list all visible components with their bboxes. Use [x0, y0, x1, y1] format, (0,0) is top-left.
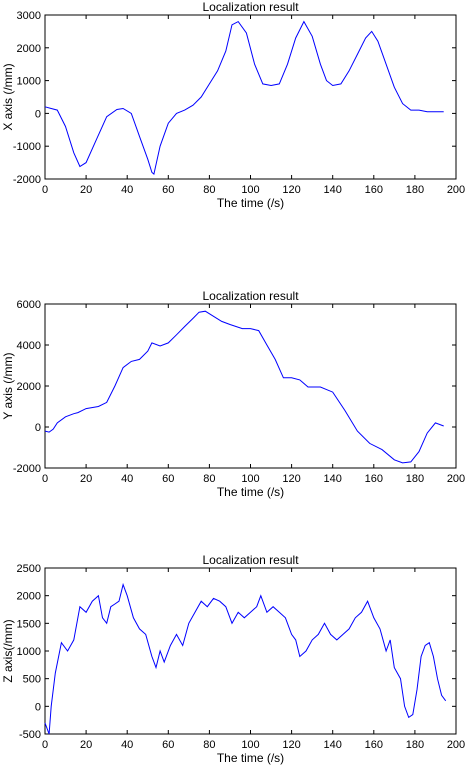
x-tick-label: 40 [121, 184, 133, 196]
y-tick-label: 0 [35, 422, 41, 434]
y-tick-label: -2000 [13, 463, 41, 475]
plot-frame-0 [44, 14, 457, 180]
x-tick-label: 20 [80, 184, 92, 196]
y-tick-label: 1500 [17, 618, 41, 630]
series-line-1-0 [44, 310, 444, 464]
y-tick-label: -500 [19, 729, 41, 741]
x-tick-label: 160 [365, 473, 383, 485]
y-axis-label: X axis (/mm) [1, 63, 15, 130]
series-line-2-0 [44, 582, 447, 735]
x-tick-label: 60 [162, 473, 174, 485]
x-tick-label: 140 [324, 473, 342, 485]
x-tick-label: 180 [406, 473, 424, 485]
y-axis-label: Z axis(/mm) [1, 619, 15, 682]
x-tick-label: 0 [42, 739, 48, 751]
x-tick-label: 200 [447, 739, 465, 751]
y-tick-label: 4000 [17, 340, 41, 352]
y-tick-label: 0 [35, 701, 41, 713]
y-tick-label: 1000 [17, 76, 41, 88]
y-tick-label: 1000 [17, 646, 41, 658]
y-tick-label: -2000 [13, 174, 41, 186]
x-tick-label: 60 [162, 739, 174, 751]
y-tick-label: 0 [35, 108, 41, 120]
x-tick-label: 200 [447, 184, 465, 196]
x-tick-label: 60 [162, 184, 174, 196]
y-tick-label: 3000 [17, 10, 41, 22]
x-tick-label: 180 [406, 739, 424, 751]
series-line-0-0 [44, 20, 444, 176]
chart-title: Localization result [202, 553, 299, 567]
x-tick-label: 80 [203, 473, 215, 485]
x-tick-label: 200 [447, 473, 465, 485]
y-tick-label: 2500 [17, 563, 41, 575]
plot-frame-2 [44, 567, 457, 735]
x-axis-label: The time (/s) [217, 751, 284, 765]
x-tick-label: 40 [121, 473, 133, 485]
x-tick-label: 160 [365, 739, 383, 751]
y-tick-label: 6000 [17, 299, 41, 311]
x-tick-label: 120 [282, 739, 300, 751]
x-axis-label: The time (/s) [217, 485, 284, 499]
x-tick-label: 0 [42, 473, 48, 485]
x-tick-label: 80 [203, 739, 215, 751]
x-tick-label: 120 [282, 473, 300, 485]
chart-title: Localization result [202, 289, 299, 303]
y-tick-label: 2000 [17, 591, 41, 603]
x-tick-label: 0 [42, 184, 48, 196]
y-tick-label: 2000 [17, 43, 41, 55]
x-tick-label: 180 [406, 184, 424, 196]
chart-title: Localization result [202, 0, 299, 14]
x-tick-label: 40 [121, 739, 133, 751]
x-tick-label: 100 [241, 473, 259, 485]
x-tick-label: 140 [324, 739, 342, 751]
x-tick-label: 80 [203, 184, 215, 196]
x-tick-label: 120 [282, 184, 300, 196]
x-tick-label: 140 [324, 184, 342, 196]
x-tick-label: 20 [80, 739, 92, 751]
y-tick-label: -1000 [13, 141, 41, 153]
x-tick-label: 100 [241, 184, 259, 196]
x-tick-label: 160 [365, 184, 383, 196]
y-axis-label: Y axis (/mm) [1, 352, 15, 419]
x-tick-label: 100 [241, 739, 259, 751]
y-tick-label: 2000 [17, 381, 41, 393]
x-tick-label: 20 [80, 473, 92, 485]
y-tick-label: 500 [23, 674, 41, 686]
x-axis-label: The time (/s) [217, 196, 284, 210]
